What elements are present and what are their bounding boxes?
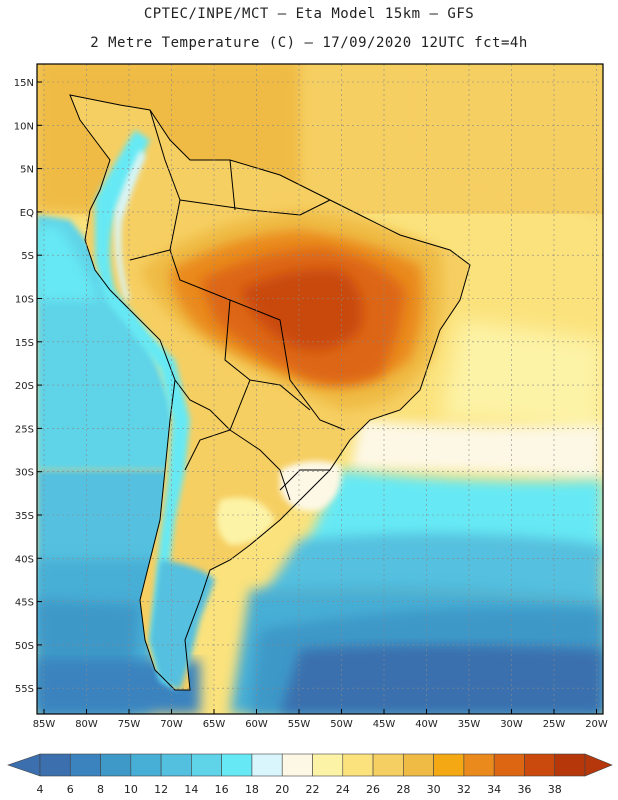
colorbar-label: 32: [457, 783, 471, 796]
colorbar-swatch: [100, 753, 132, 777]
colorbar-label: 24: [336, 783, 350, 796]
longitude-label: 55W: [288, 719, 311, 730]
colorbar-label: 18: [245, 783, 259, 796]
colorbar-swatch: [372, 753, 404, 777]
colorbar-label: 16: [215, 783, 229, 796]
map-frame: [36, 63, 604, 715]
title-line-model: CPTEC/INPE/MCT – Eta Model 15km – GFS: [143, 6, 475, 22]
colorbar-label: 4: [37, 783, 44, 796]
longitude-label: 40W: [415, 719, 438, 730]
colorbar-swatch: [191, 753, 222, 777]
colorbar-label: 38: [548, 783, 562, 796]
longitude-label: 60W: [245, 719, 268, 730]
longitude-label: 85W: [33, 719, 56, 730]
colorbar-min-arrow: [7, 753, 41, 777]
longitude-label: 30W: [500, 719, 523, 730]
latitude-label: 35S: [15, 511, 34, 522]
longitude-label: 45W: [373, 719, 396, 730]
latitude-label: EQ: [20, 208, 34, 219]
colorbar-label: 6: [67, 783, 74, 796]
longitude-label: 25W: [543, 719, 566, 730]
longitude-label: 50W: [330, 719, 353, 730]
colorbar-swatch: [39, 753, 71, 777]
latitude-label: 45S: [15, 598, 34, 609]
colorbar-swatch: [312, 753, 344, 777]
latitude-label: 10N: [14, 121, 34, 132]
longitude-labels: 85W 80W 75W 70W 65W 60W 55W 50W 45W 40W 35W 30W 25W 2…: [33, 709, 608, 730]
colorbar-label: 30: [427, 783, 441, 796]
latitude-label: 15N: [14, 78, 34, 89]
latitude-label: 10S: [15, 295, 34, 306]
colorbar-label: 14: [184, 783, 198, 796]
latitude-labels: 15N 10N 5N EQ 5S 10S 15S 20S 25S 30S 35S 40S 45S 50S 5…: [14, 78, 42, 695]
longitude-label: 80W: [75, 719, 98, 730]
colorbar: 4 6 8 10 12 14 16 18 20 22 24 26 28 30 32 34 36 38: [7, 753, 613, 796]
latitude-label: 15S: [15, 338, 34, 349]
colorbar-swatch: [342, 753, 374, 777]
colorbar-swatch: [130, 753, 162, 777]
colorbar-label: 8: [97, 783, 104, 796]
latitude-label: 5S: [21, 251, 34, 262]
longitude-label: 20W: [585, 719, 608, 730]
borders: [69, 94, 471, 691]
latitude-label: 50S: [15, 641, 34, 652]
colorbar-swatch: [221, 753, 253, 777]
latitude-label: 30S: [15, 468, 34, 479]
colorbar-label: 20: [275, 783, 289, 796]
colorbar-swatch: [493, 753, 525, 777]
colorbar-label: 34: [487, 783, 501, 796]
latitude-label: 20S: [15, 381, 34, 392]
colorbar-label: 22: [306, 783, 320, 796]
longitude-label: 75W: [118, 719, 141, 730]
colorbar-label: 12: [154, 783, 168, 796]
colorbar-label: 36: [517, 783, 531, 796]
latitude-label: 5N: [20, 165, 34, 176]
colorbar-label: 28: [396, 783, 410, 796]
colorbar-swatch: [281, 753, 313, 777]
title-line-variable: 2 Metre Temperature (C) – 17/09/2020 12U…: [90, 35, 528, 51]
colorbar-swatch: [69, 753, 101, 777]
colorbar-label: 10: [124, 783, 138, 796]
colorbar-label: 26: [366, 783, 380, 796]
graticule: [37, 64, 603, 714]
colorbar-swatch: [251, 753, 283, 777]
latitude-label: 40S: [15, 554, 34, 565]
colorbar-swatch: [433, 753, 465, 777]
longitude-label: 70W: [160, 719, 183, 730]
temperature-field: [37, 64, 603, 714]
colorbar-swatch: [554, 753, 586, 777]
longitude-label: 35W: [458, 719, 481, 730]
latitude-label: 55S: [15, 684, 34, 695]
longitude-label: 65W: [203, 719, 226, 730]
colorbar-swatch: [403, 753, 434, 777]
colorbar-swatch: [463, 753, 495, 777]
colorbar-swatch: [160, 753, 192, 777]
latitude-label: 25S: [15, 424, 34, 435]
colorbar-max-arrow: [584, 753, 613, 777]
colorbar-swatch: [524, 753, 556, 777]
